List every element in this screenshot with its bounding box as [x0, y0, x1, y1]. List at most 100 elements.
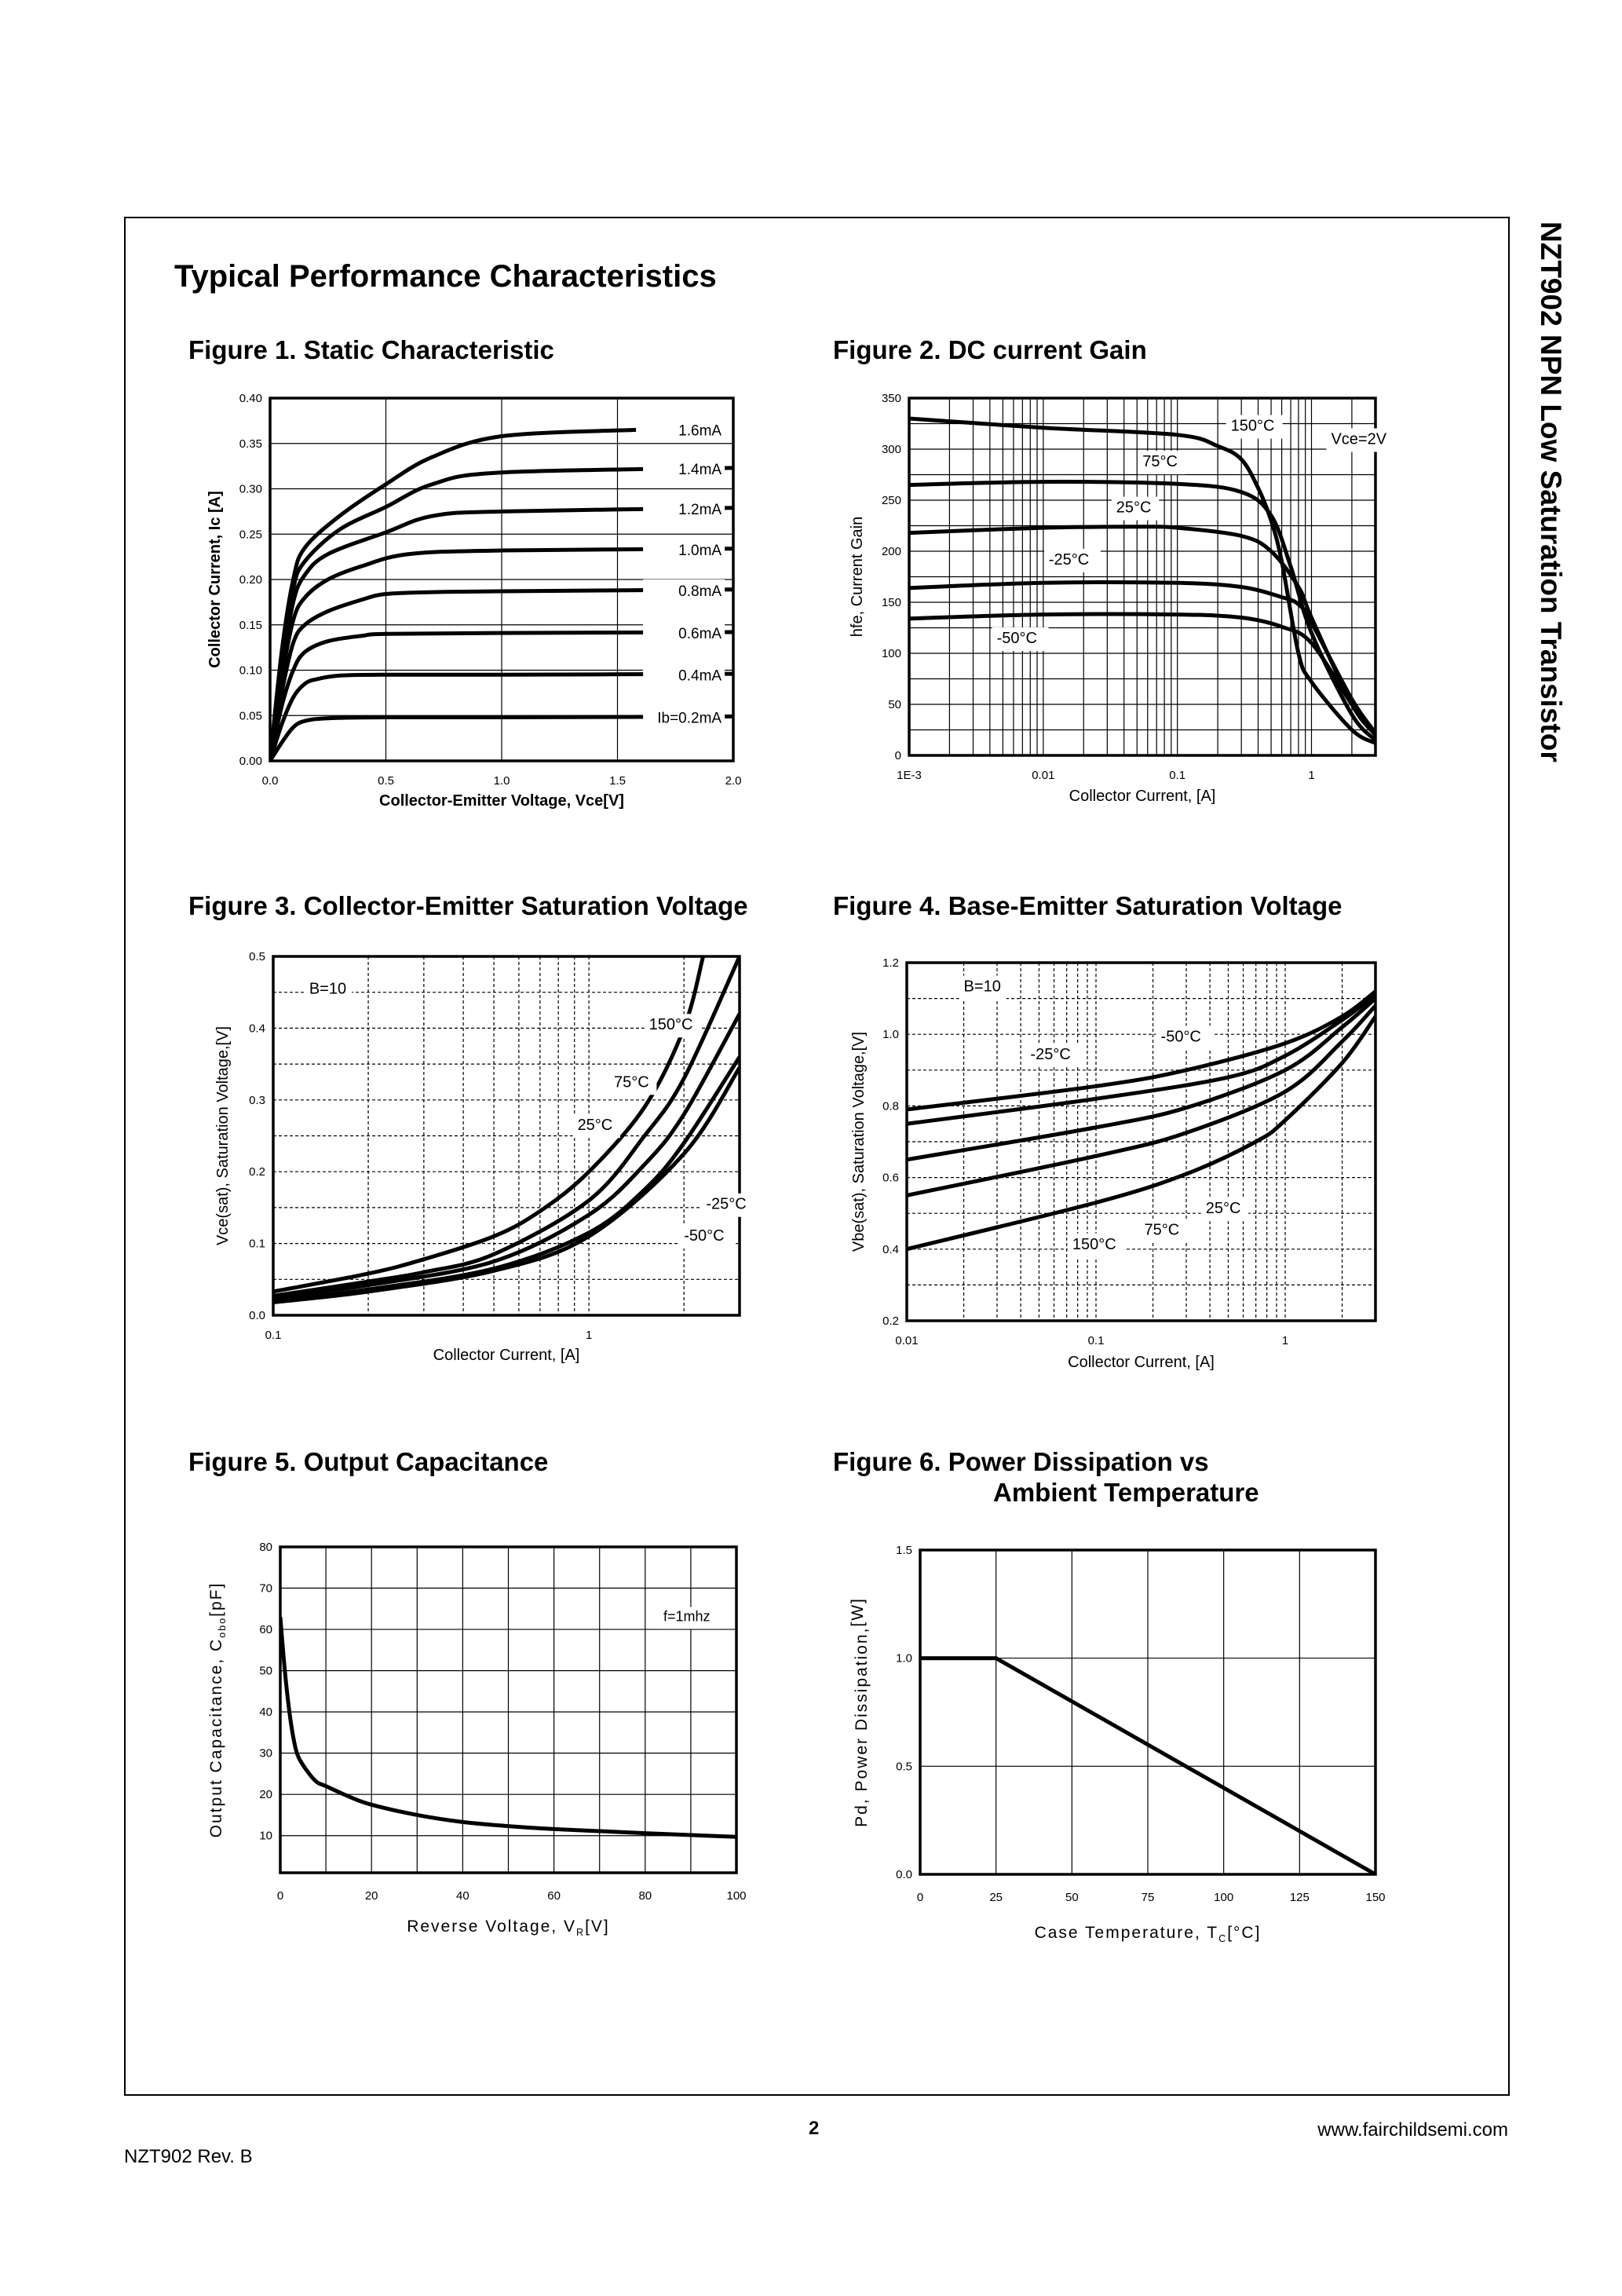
annotation-label: 150°C: [649, 1016, 693, 1033]
x-tick-label: 0.1: [265, 1329, 282, 1342]
series-line-0-8mA: [270, 587, 733, 761]
series-label-bg: [643, 579, 725, 601]
x-tick-label: 40: [456, 1889, 469, 1903]
x-tick-label: 150: [1365, 1891, 1385, 1904]
page-frame: [124, 217, 1510, 2096]
y-tick-label: 1.0: [882, 1028, 899, 1041]
y-tick-label: 0.35: [239, 437, 262, 451]
x-tick-label: 1E-3: [897, 769, 922, 782]
series-line-0-4mA: [270, 671, 733, 761]
y-tick-label: 0.40: [239, 392, 262, 405]
footer-website: www.fairchildsemi.com: [1317, 2119, 1508, 2141]
y-tick-label: 250: [882, 494, 901, 507]
x-axis-title: Collector Current, [A]: [433, 1347, 580, 1364]
y-axis-title: Collector Current, Ic [A]: [206, 491, 224, 668]
annotation-bg: [1226, 415, 1283, 439]
annotation-label: 150°C: [1231, 418, 1275, 435]
y-tick-label: 150: [882, 596, 901, 609]
series-line-0-6mA: [270, 630, 733, 761]
y-tick-label: 0.05: [239, 709, 262, 722]
series-label: Ib=0.2mA: [657, 711, 721, 727]
x-tick-label: 0.1: [1169, 769, 1185, 782]
x-tick-label: 100: [1214, 1891, 1233, 1904]
y-tick-label: 0.5: [896, 1760, 912, 1773]
annotation-bg: [992, 627, 1049, 651]
x-tick-label: 50: [1065, 1891, 1079, 1904]
annotation-bg: [608, 1071, 657, 1095]
annotation-bg: [1156, 1026, 1213, 1050]
series-line--50-C: [909, 612, 1375, 737]
x-tick-label: 1: [1282, 1334, 1288, 1347]
annotation-bg: [701, 1193, 758, 1217]
annotation-label: 75°C: [1142, 453, 1178, 470]
chart-6: 0 25 50 75 100 125 150 0.0 0.5 1.0 1.5 Case Tempera…: [849, 1544, 1386, 1944]
y-tick-label: 300: [882, 443, 901, 456]
figure-5-heading: Figure 5. Output Capacitance: [188, 1447, 549, 1476]
plot-frame: [905, 961, 1377, 1322]
annotation-bg: [572, 1114, 620, 1139]
series-line-1-6mA: [270, 427, 637, 761]
y-tick-label: 30: [259, 1747, 272, 1760]
figure-2-heading: Figure 2. DC current Gain: [833, 335, 1147, 364]
annotation-label: B=10: [964, 978, 1001, 995]
x-tick-label: 0.1: [1088, 1334, 1105, 1347]
y-axis-title: Output Capacitance, Cobo[pF]: [207, 1582, 228, 1838]
axis-title-unit: [W]: [849, 1597, 867, 1627]
x-axis-title: Collector-Emitter Voltage, Vce[V]: [379, 792, 624, 810]
x-tick-label: 0.0: [262, 774, 279, 788]
axis-title-main: Case Temperature, T: [1035, 1924, 1219, 1942]
y-axis-title: hfe, Current Gain: [849, 517, 866, 637]
y-tick-label: 0.4: [882, 1243, 899, 1256]
x-tick-label: 0.01: [895, 1334, 918, 1347]
plot-frame: [272, 955, 741, 1317]
series-label-bg: [643, 458, 725, 481]
y-tick-label: 0.5: [249, 950, 265, 963]
x-tick-label: 100: [726, 1889, 746, 1903]
x-axis-title: Case Temperature, TC[°C]: [1035, 1924, 1262, 1944]
series-line-150-C: [909, 416, 1375, 745]
annotation-bg: [1139, 1219, 1187, 1243]
y-tick-label: 0.0: [249, 1309, 265, 1322]
y-axis-title: Pd, Power Dissipation,[W]: [849, 1597, 871, 1827]
series-line-Ib-0-2mA: [270, 714, 733, 761]
x-tick-label: 1.5: [609, 774, 626, 788]
y-tick-label: 10: [259, 1830, 272, 1843]
y-tick-label: 200: [882, 545, 901, 558]
series-line--25-C: [273, 1055, 740, 1303]
axis-title-unit: [°C]: [1227, 1924, 1261, 1942]
series-line--25-C: [907, 993, 1375, 1126]
y-tick-label: 0.0: [896, 1868, 912, 1881]
x-axis-title: Collector Current, [A]: [1069, 788, 1216, 805]
x-axis-title: Collector Current, [A]: [1068, 1354, 1215, 1371]
y-tick-label: 0.6: [882, 1172, 899, 1185]
series-label-bg: [643, 497, 725, 520]
y-axis-title: Vbe(sat), Saturation Voltage,[V]: [850, 1032, 868, 1252]
axis-title-subscript: C: [1218, 1933, 1227, 1944]
y-tick-label: 100: [882, 647, 901, 660]
series-label: 1.6mA: [678, 422, 721, 439]
x-tick-label: 125: [1290, 1891, 1310, 1904]
series-line-150-C: [907, 1015, 1375, 1252]
page-title: Typical Performance Characteristics: [174, 259, 717, 294]
y-tick-label: 0: [895, 749, 901, 762]
x-tick-label: 0: [917, 1891, 923, 1904]
annotation-label: 75°C: [1145, 1222, 1180, 1239]
chart-4: 0.01 0.1 1 0.2 0.4 0.6 0.8 1.0 1.2 B=10 -50°C -25°C…: [850, 956, 1377, 1371]
annotation-bg: [659, 1607, 719, 1629]
series-label-bg: [643, 419, 725, 441]
y-tick-label: 0.20: [239, 573, 262, 587]
annotation-bg: [1067, 1233, 1124, 1257]
axis-title-unit: [pF]: [207, 1582, 225, 1617]
series-line-Cobo: [280, 1617, 736, 1839]
annotation-label: 75°C: [614, 1073, 649, 1091]
annotation-label: 150°C: [1072, 1236, 1116, 1253]
annotation-label: 25°C: [578, 1117, 613, 1134]
series-line-25-C: [273, 1012, 740, 1300]
series-line-150-C: [273, 956, 706, 1294]
series-line-75-C: [273, 956, 740, 1298]
annotation-bg: [1111, 496, 1160, 521]
y-tick-label: 0.2: [882, 1314, 899, 1328]
series-label: 1.2mA: [678, 502, 721, 518]
chart-5: 0 20 40 60 80 100 10 20 30 40 50 60 70 80 f=1mhz Revers…: [207, 1541, 747, 1938]
series-line-25-C: [907, 996, 1375, 1162]
